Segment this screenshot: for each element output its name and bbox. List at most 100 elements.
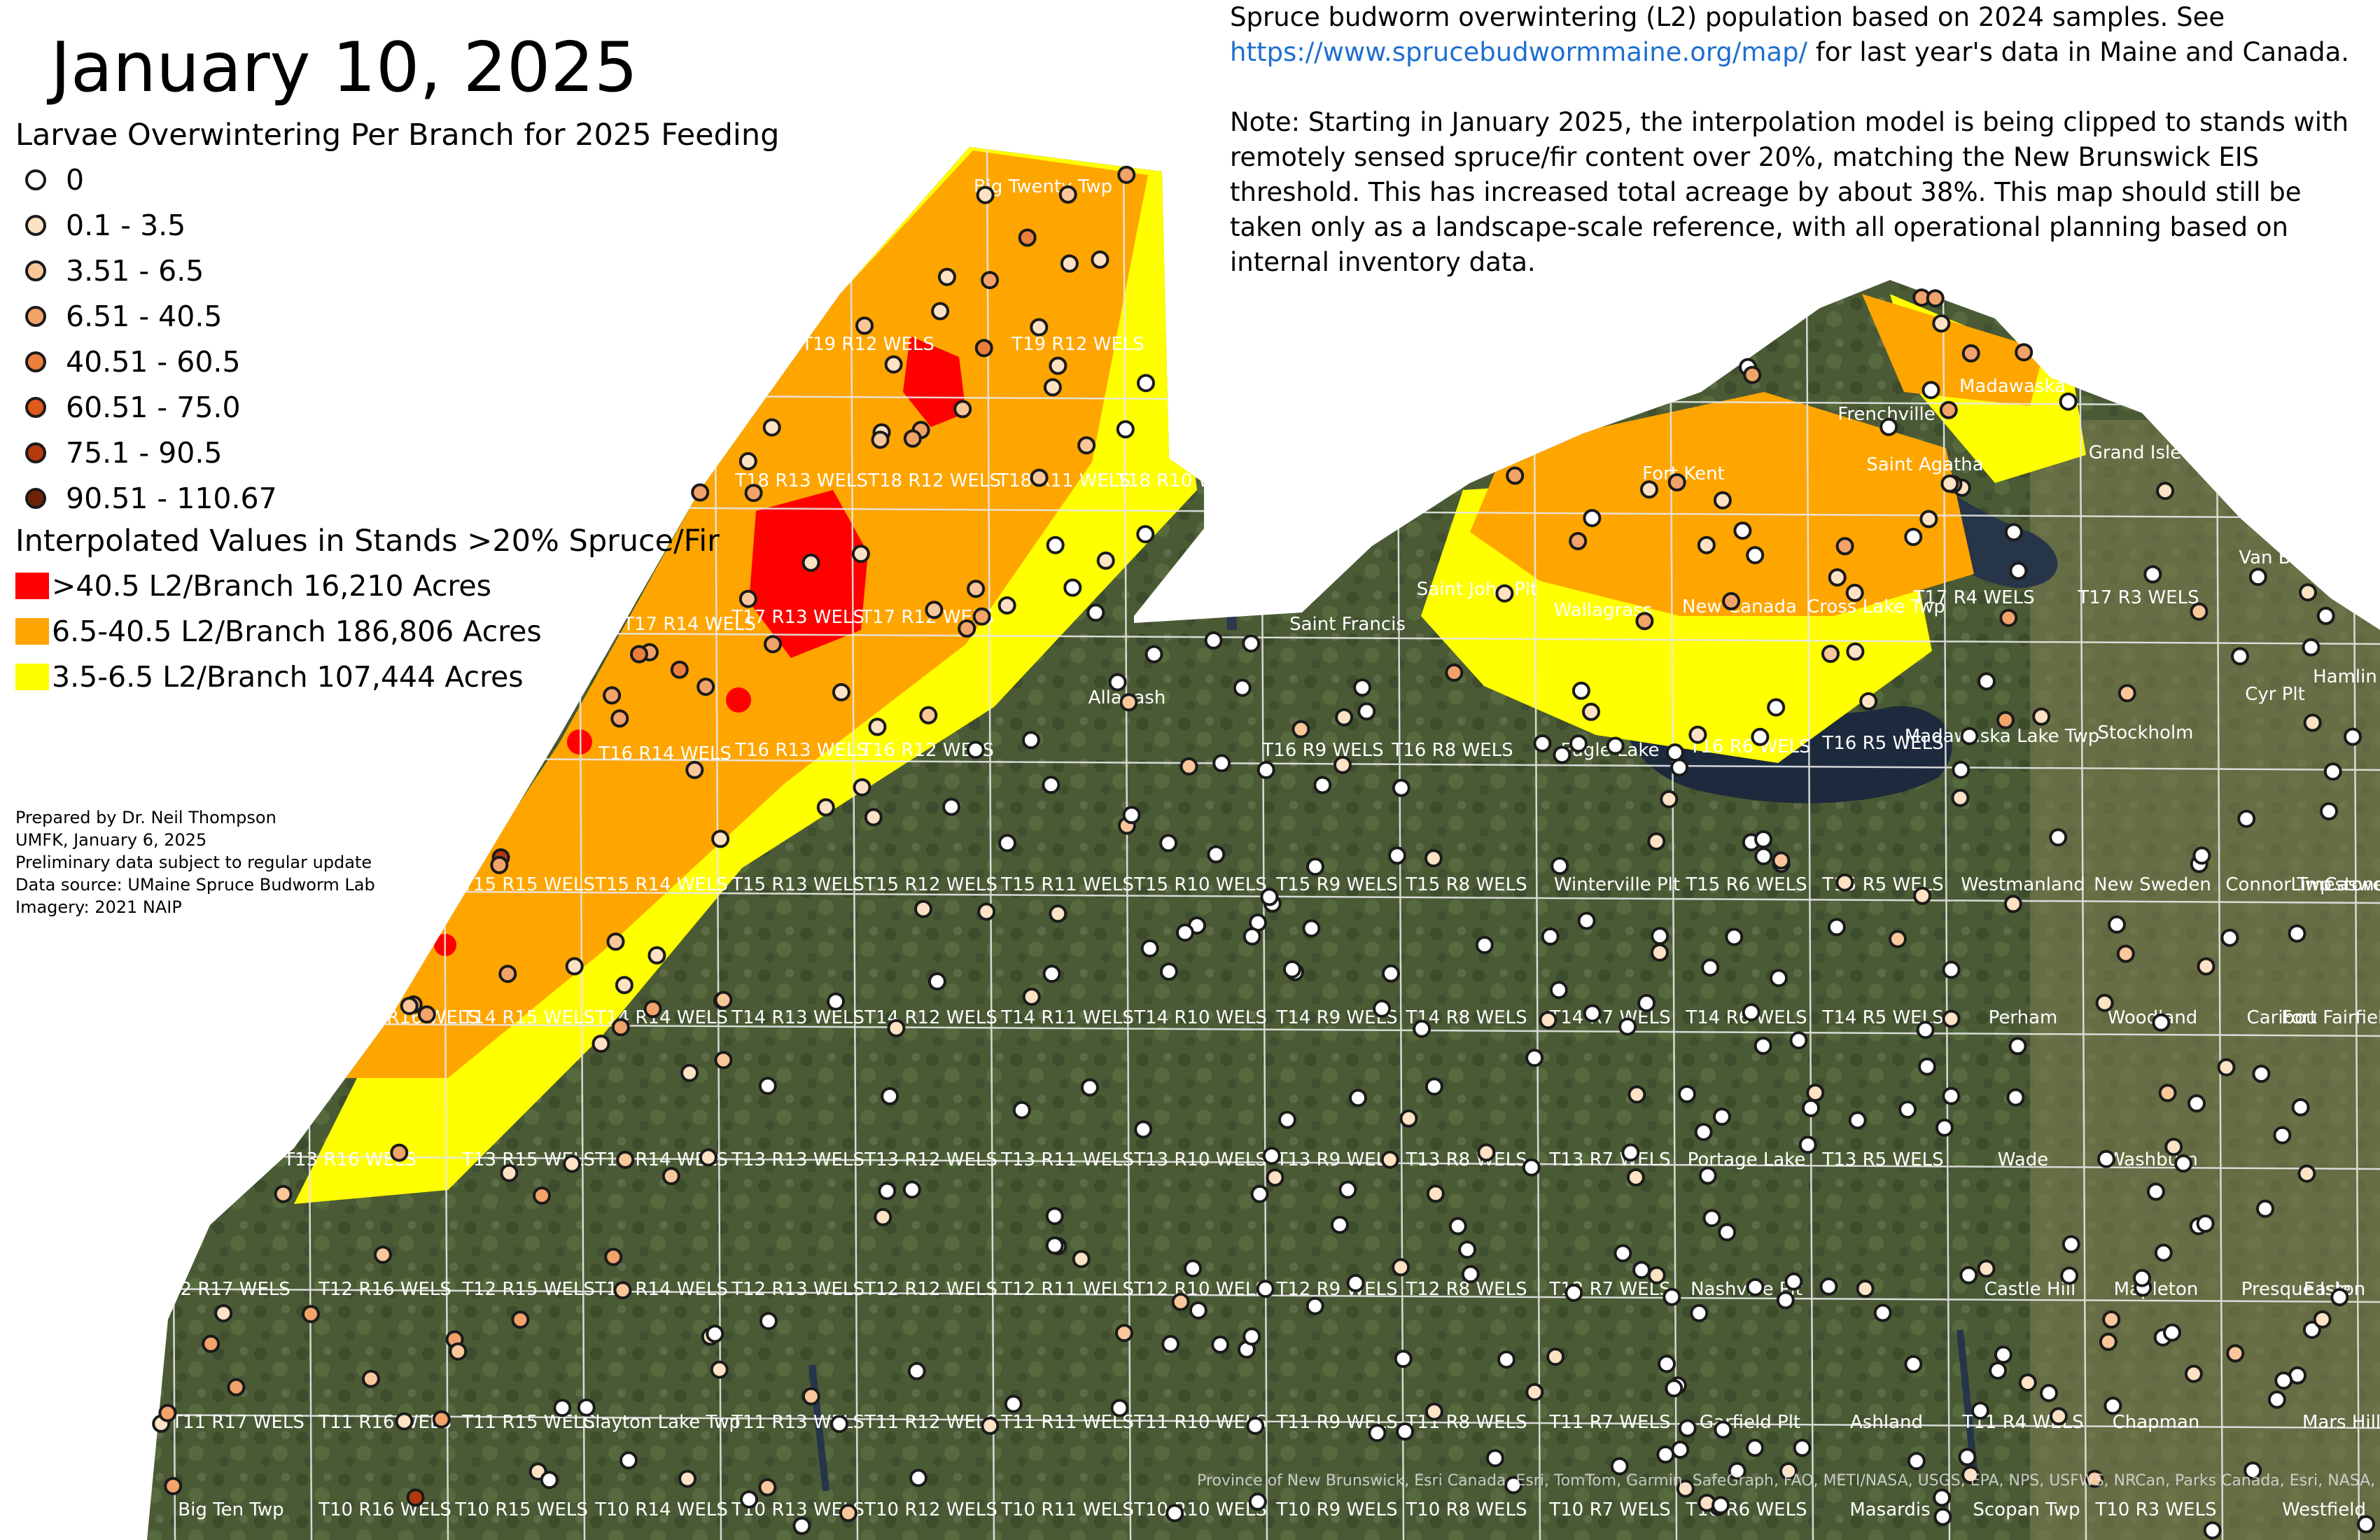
legend-swatch-icon <box>15 617 49 645</box>
sample-point <box>2004 523 2023 542</box>
sample-point <box>1671 1441 1690 1459</box>
sample-point <box>937 267 956 286</box>
sample-point <box>1856 1280 1875 1298</box>
township-label: Scopan Twp <box>1973 1499 2080 1520</box>
sample-point <box>2146 1182 2165 1201</box>
sample-point <box>1282 960 1301 979</box>
sample-point <box>1952 760 1970 779</box>
sample-point <box>1767 698 1786 717</box>
sample-point <box>1413 1019 1432 1038</box>
sample-point <box>2226 1344 2245 1363</box>
township-label: T16 R5 WELS <box>1821 733 1943 754</box>
sample-point <box>710 1360 729 1379</box>
sample-point <box>1380 1150 1399 1169</box>
legend-point-label: 6.51 - 40.5 <box>66 299 223 333</box>
township-label: T19 R12 WELS <box>1011 334 1144 355</box>
legend-area-row: >40.5 L2/Branch 16,210 Acres <box>15 563 779 608</box>
prepared-line: Prepared by Dr. Neil Thompson <box>15 808 276 827</box>
sample-point <box>1122 806 1141 825</box>
sample-point <box>1242 634 1261 653</box>
note-paragraph-1: Spruce budworm overwintering (L2) popula… <box>1230 0 2364 70</box>
township-label: Chapman <box>2113 1412 2200 1433</box>
sample-point <box>2197 957 2216 976</box>
sample-point <box>1819 1277 1838 1296</box>
sample-point <box>302 1305 320 1324</box>
sample-point <box>1256 1280 1275 1298</box>
township-label: Westfield <box>2282 1499 2366 1520</box>
township-label: Clayton Lake Twp <box>582 1412 741 1433</box>
sample-point <box>1926 289 1945 308</box>
sample-point <box>792 1516 811 1535</box>
sample-point <box>1835 537 1854 556</box>
sample-point <box>884 355 903 374</box>
sample-point <box>1632 1261 1651 1280</box>
sample-point <box>1022 988 1041 1006</box>
sample-point <box>998 834 1016 853</box>
sample-point <box>2143 565 2162 584</box>
sample-point <box>1246 1416 1265 1435</box>
imagery-credit: Province of New Brunswick, Esri Canada, … <box>1197 1472 2380 1490</box>
sample-point <box>1701 958 1720 977</box>
legend-point-row: 6.51 - 40.5 <box>15 293 779 339</box>
township-label: T12 R15 WELS <box>461 1279 595 1300</box>
sample-point <box>802 553 820 572</box>
sample-point <box>1951 788 1970 807</box>
sample-point <box>1338 1180 1357 1199</box>
sample-point <box>1898 1100 1917 1119</box>
sample-point <box>1060 254 1079 273</box>
township-label: T12 R8 WELS <box>1405 1279 1527 1300</box>
sample-point <box>2062 1235 2080 1254</box>
sample-point <box>1606 736 1625 755</box>
sample-point <box>1346 1274 1365 1292</box>
township-label: T14 R15 WELS <box>461 1007 595 1028</box>
sample-point <box>1921 381 1940 400</box>
note-after-link: for last year's data in Maine and Canada… <box>1807 37 2350 67</box>
sample-point <box>2220 928 2239 947</box>
sample-point <box>1242 927 1261 946</box>
sample-point <box>1018 228 1037 247</box>
map-title: January 10, 2025 <box>50 28 638 108</box>
sample-point <box>685 760 704 779</box>
sample-point <box>1793 1438 1812 1457</box>
sample-point <box>498 965 517 983</box>
legend-area-label: 6.5-40.5 L2/Branch 186,806 Acres <box>52 614 542 648</box>
sample-point <box>610 709 629 728</box>
township-label: T14 R12 WELS <box>864 1007 997 1028</box>
sample-point <box>2188 1094 2206 1113</box>
sample-point <box>981 1416 1000 1435</box>
sample-point <box>1175 923 1194 942</box>
sample-point <box>1063 578 1082 597</box>
sample-point <box>1651 927 1670 946</box>
sample-point <box>2267 1390 2286 1409</box>
sample-point <box>615 976 634 995</box>
sample-point <box>966 741 985 760</box>
sample-point <box>1357 702 1376 721</box>
sample-point <box>1610 1457 1629 1476</box>
note-link[interactable]: https://www.sprucebudwormmaine.org/map/ <box>1230 37 1808 67</box>
sample-point <box>1656 1445 1675 1464</box>
sample-point <box>1204 631 1223 650</box>
sample-point <box>1080 1078 1099 1097</box>
sample-point <box>1996 710 2015 729</box>
township-label: T13 R10 WELS <box>1133 1149 1267 1170</box>
sample-point <box>2085 1469 2104 1488</box>
township-label: T13 R5 WELS <box>1821 1149 1943 1170</box>
sample-point <box>2248 568 2267 587</box>
sample-point <box>976 186 995 204</box>
note-block: Spruce budworm overwintering (L2) popula… <box>1230 0 2364 280</box>
sample-point <box>2095 993 2114 1012</box>
sample-point <box>714 1051 733 1070</box>
sample-point <box>1994 1345 2012 1364</box>
township-label: T11 R11 WELS <box>1000 1412 1134 1433</box>
sample-point <box>2156 482 2175 500</box>
sample-point <box>764 635 782 654</box>
sample-point <box>1933 1507 1952 1526</box>
sample-point <box>1933 1488 1952 1507</box>
township-label: T16 R13 WELS <box>734 740 868 761</box>
sample-point <box>914 899 932 918</box>
legend-point-row: 90.51 - 110.67 <box>15 475 779 521</box>
township-label: New Sweden <box>2094 874 2211 895</box>
township-label: T11 R15 WELS <box>461 1412 595 1433</box>
sample-point <box>1859 692 1878 710</box>
